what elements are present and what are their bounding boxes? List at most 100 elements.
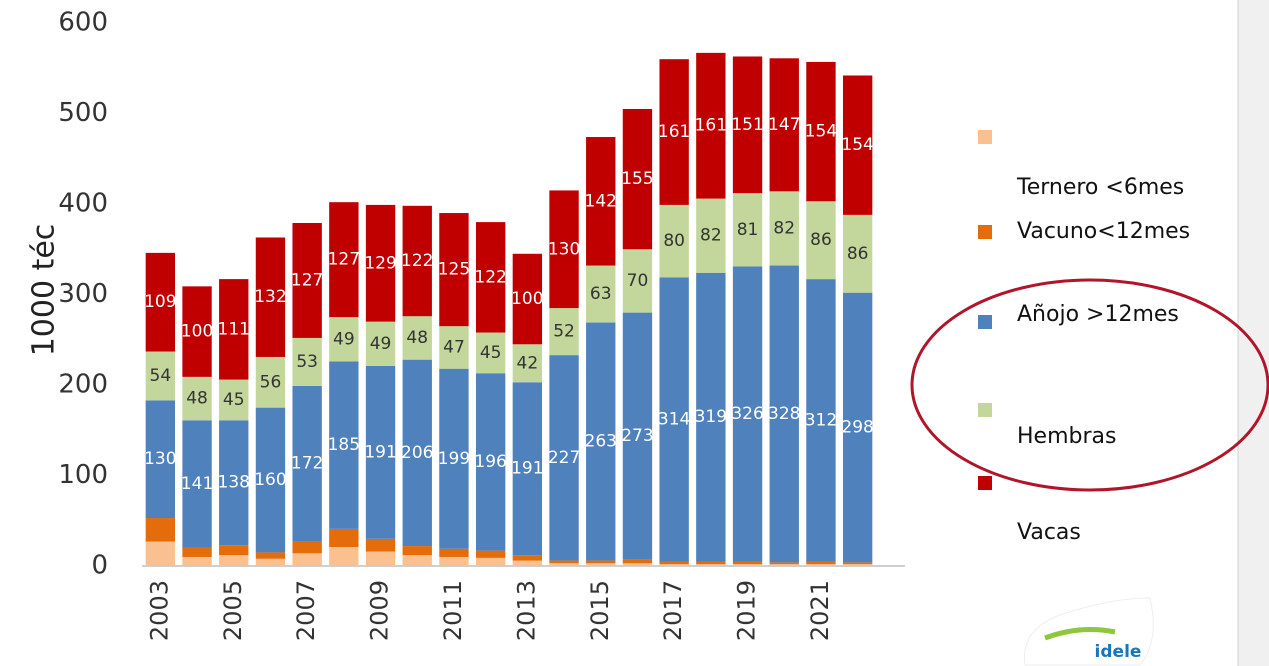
bar-segment [806,279,836,562]
data-label: 49 [333,329,355,349]
data-label: 273 [621,426,653,446]
data-label: 127 [291,270,323,290]
bar-segment [842,292,873,563]
bar-segment [329,528,359,547]
x-tick-label: 2011 [439,580,467,641]
bar-segment [255,356,286,408]
data-label: 86 [810,230,832,250]
data-label: 52 [553,322,575,342]
data-label: 109 [144,292,176,312]
highlight-ellipse [910,278,1269,492]
bar-segment [659,59,689,205]
bar-segment [696,564,726,566]
bar-segment [439,326,469,369]
y-tick-label: 0 [91,551,108,581]
y-tick-label: 100 [58,460,108,490]
data-label: 191 [364,442,396,462]
bar-segment [696,198,726,273]
bar-segment [696,561,726,565]
data-label: 80 [663,231,685,251]
data-label: 263 [585,432,617,452]
legend-marker [978,315,992,329]
legend-label: Hembras [1017,424,1116,449]
bar-segment [769,564,799,566]
x-tick-label: 2021 [806,580,834,641]
data-label: 227 [548,448,580,468]
bar-segment [145,518,176,542]
legend-label: Ternero <6mes [1016,175,1184,200]
data-label: 142 [585,191,617,211]
bar-segment [402,316,432,360]
data-label: 125 [438,260,470,280]
data-label: 45 [480,343,502,363]
data-label: 154 [805,122,837,142]
bar-segment [659,204,689,278]
data-label: 160 [254,470,286,490]
bar-segment [219,379,249,421]
data-label: 161 [695,116,727,136]
bar-segment [145,541,176,566]
bar-segment [769,191,799,266]
bar-segment [292,553,322,566]
bar-segment [292,223,322,338]
legend-marker [978,225,992,239]
data-label: 130 [144,449,176,469]
data-label: 81 [737,220,759,240]
bar-segment [732,56,763,194]
y-tick-label: 200 [58,370,108,400]
bar-segment [549,308,579,356]
bar-segment [512,555,543,561]
bar-segment [622,563,653,566]
y-tick-label: 600 [58,8,108,38]
data-label: 54 [150,366,172,386]
bar-segment [659,564,689,566]
bar-segment [365,204,396,322]
bar-segment [145,252,176,352]
legend-label: Vacuno<12mes [1017,219,1190,244]
bar-segment [549,190,579,309]
bar-segment [512,560,543,566]
data-label: 111 [218,319,250,339]
data-label: 86 [847,244,869,264]
bar-segment [402,555,432,566]
data-label: 48 [406,328,428,348]
data-label: 206 [401,443,433,463]
bar-segment [732,266,763,562]
data-label: 138 [218,473,250,493]
data-label: 63 [590,284,612,304]
data-label: 48 [186,389,208,409]
bar-segment [329,202,359,318]
data-label: 141 [181,474,213,494]
bar-segment [769,265,799,563]
legend-marker [978,403,992,417]
x-tick-label: 2013 [512,580,540,641]
bar-segment [365,551,396,566]
bar-segment [586,560,616,564]
data-label: 161 [658,122,690,142]
data-label: 154 [841,135,873,155]
bar-segment [806,564,836,566]
legend-label: Vacas [1017,520,1081,545]
y-axis-label: 1000 téc [27,224,62,357]
bar-segment [365,365,396,539]
bar-segment [145,400,176,519]
bar-segment [219,279,249,380]
bar-segment [145,351,176,401]
bar-segment [659,277,689,562]
bar-segment [439,368,469,549]
bar-segment [219,545,249,556]
bar-segment [475,222,506,333]
bar-segment [365,321,396,366]
bar-segment [512,382,543,556]
bar-segment [439,213,469,327]
bar-segment [255,552,286,559]
bar-segment [219,555,249,566]
data-label: 70 [627,271,649,291]
data-label: 328 [768,404,800,424]
data-label: 45 [223,390,245,410]
bar-segment [439,548,469,557]
bar-segment [769,562,799,565]
bar-segment [182,547,212,557]
bar-segment [842,214,873,293]
